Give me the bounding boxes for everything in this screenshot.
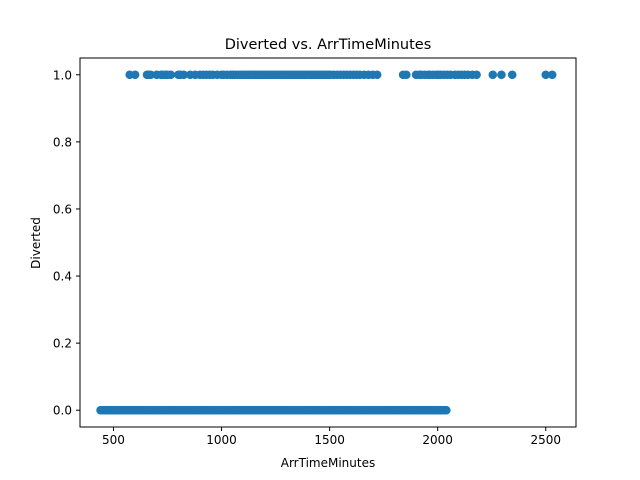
data-point — [507, 70, 517, 80]
data-point — [372, 70, 382, 80]
data-points — [96, 70, 557, 415]
data-point — [402, 70, 411, 80]
x-tick-label: 1500 — [314, 433, 345, 447]
x-tick-label: 1000 — [206, 433, 237, 447]
y-tick-label: 0.4 — [53, 270, 72, 284]
x-axis-label: ArrTimeMinutes — [281, 456, 375, 470]
y-tick-label: 1.0 — [53, 68, 72, 82]
x-tick-label: 500 — [102, 433, 125, 447]
y-tick-label: 0.2 — [53, 337, 72, 351]
data-point — [497, 70, 506, 80]
y-tick-label: 0.8 — [53, 135, 72, 149]
data-point — [442, 405, 451, 415]
data-point — [146, 70, 155, 80]
data-point — [488, 70, 498, 80]
data-point — [541, 70, 551, 80]
chart-title: Diverted vs. ArrTimeMinutes — [225, 37, 432, 53]
y-tick-label: 0.0 — [53, 404, 72, 418]
data-point — [547, 70, 557, 80]
plot-frame — [79, 57, 577, 428]
data-point — [472, 70, 481, 80]
x-axis: 500 1000 1500 2000 2500 — [102, 427, 561, 447]
y-tick-label: 0.6 — [53, 202, 72, 216]
x-tick-label: 2000 — [422, 433, 453, 447]
y-axis: 0.0 0.2 0.4 0.6 0.8 1.0 — [53, 68, 80, 418]
data-point — [130, 70, 140, 80]
x-tick-label: 2500 — [530, 433, 561, 447]
data-point — [179, 70, 189, 80]
y-axis-label: Diverted — [29, 217, 43, 269]
data-point — [166, 70, 176, 80]
